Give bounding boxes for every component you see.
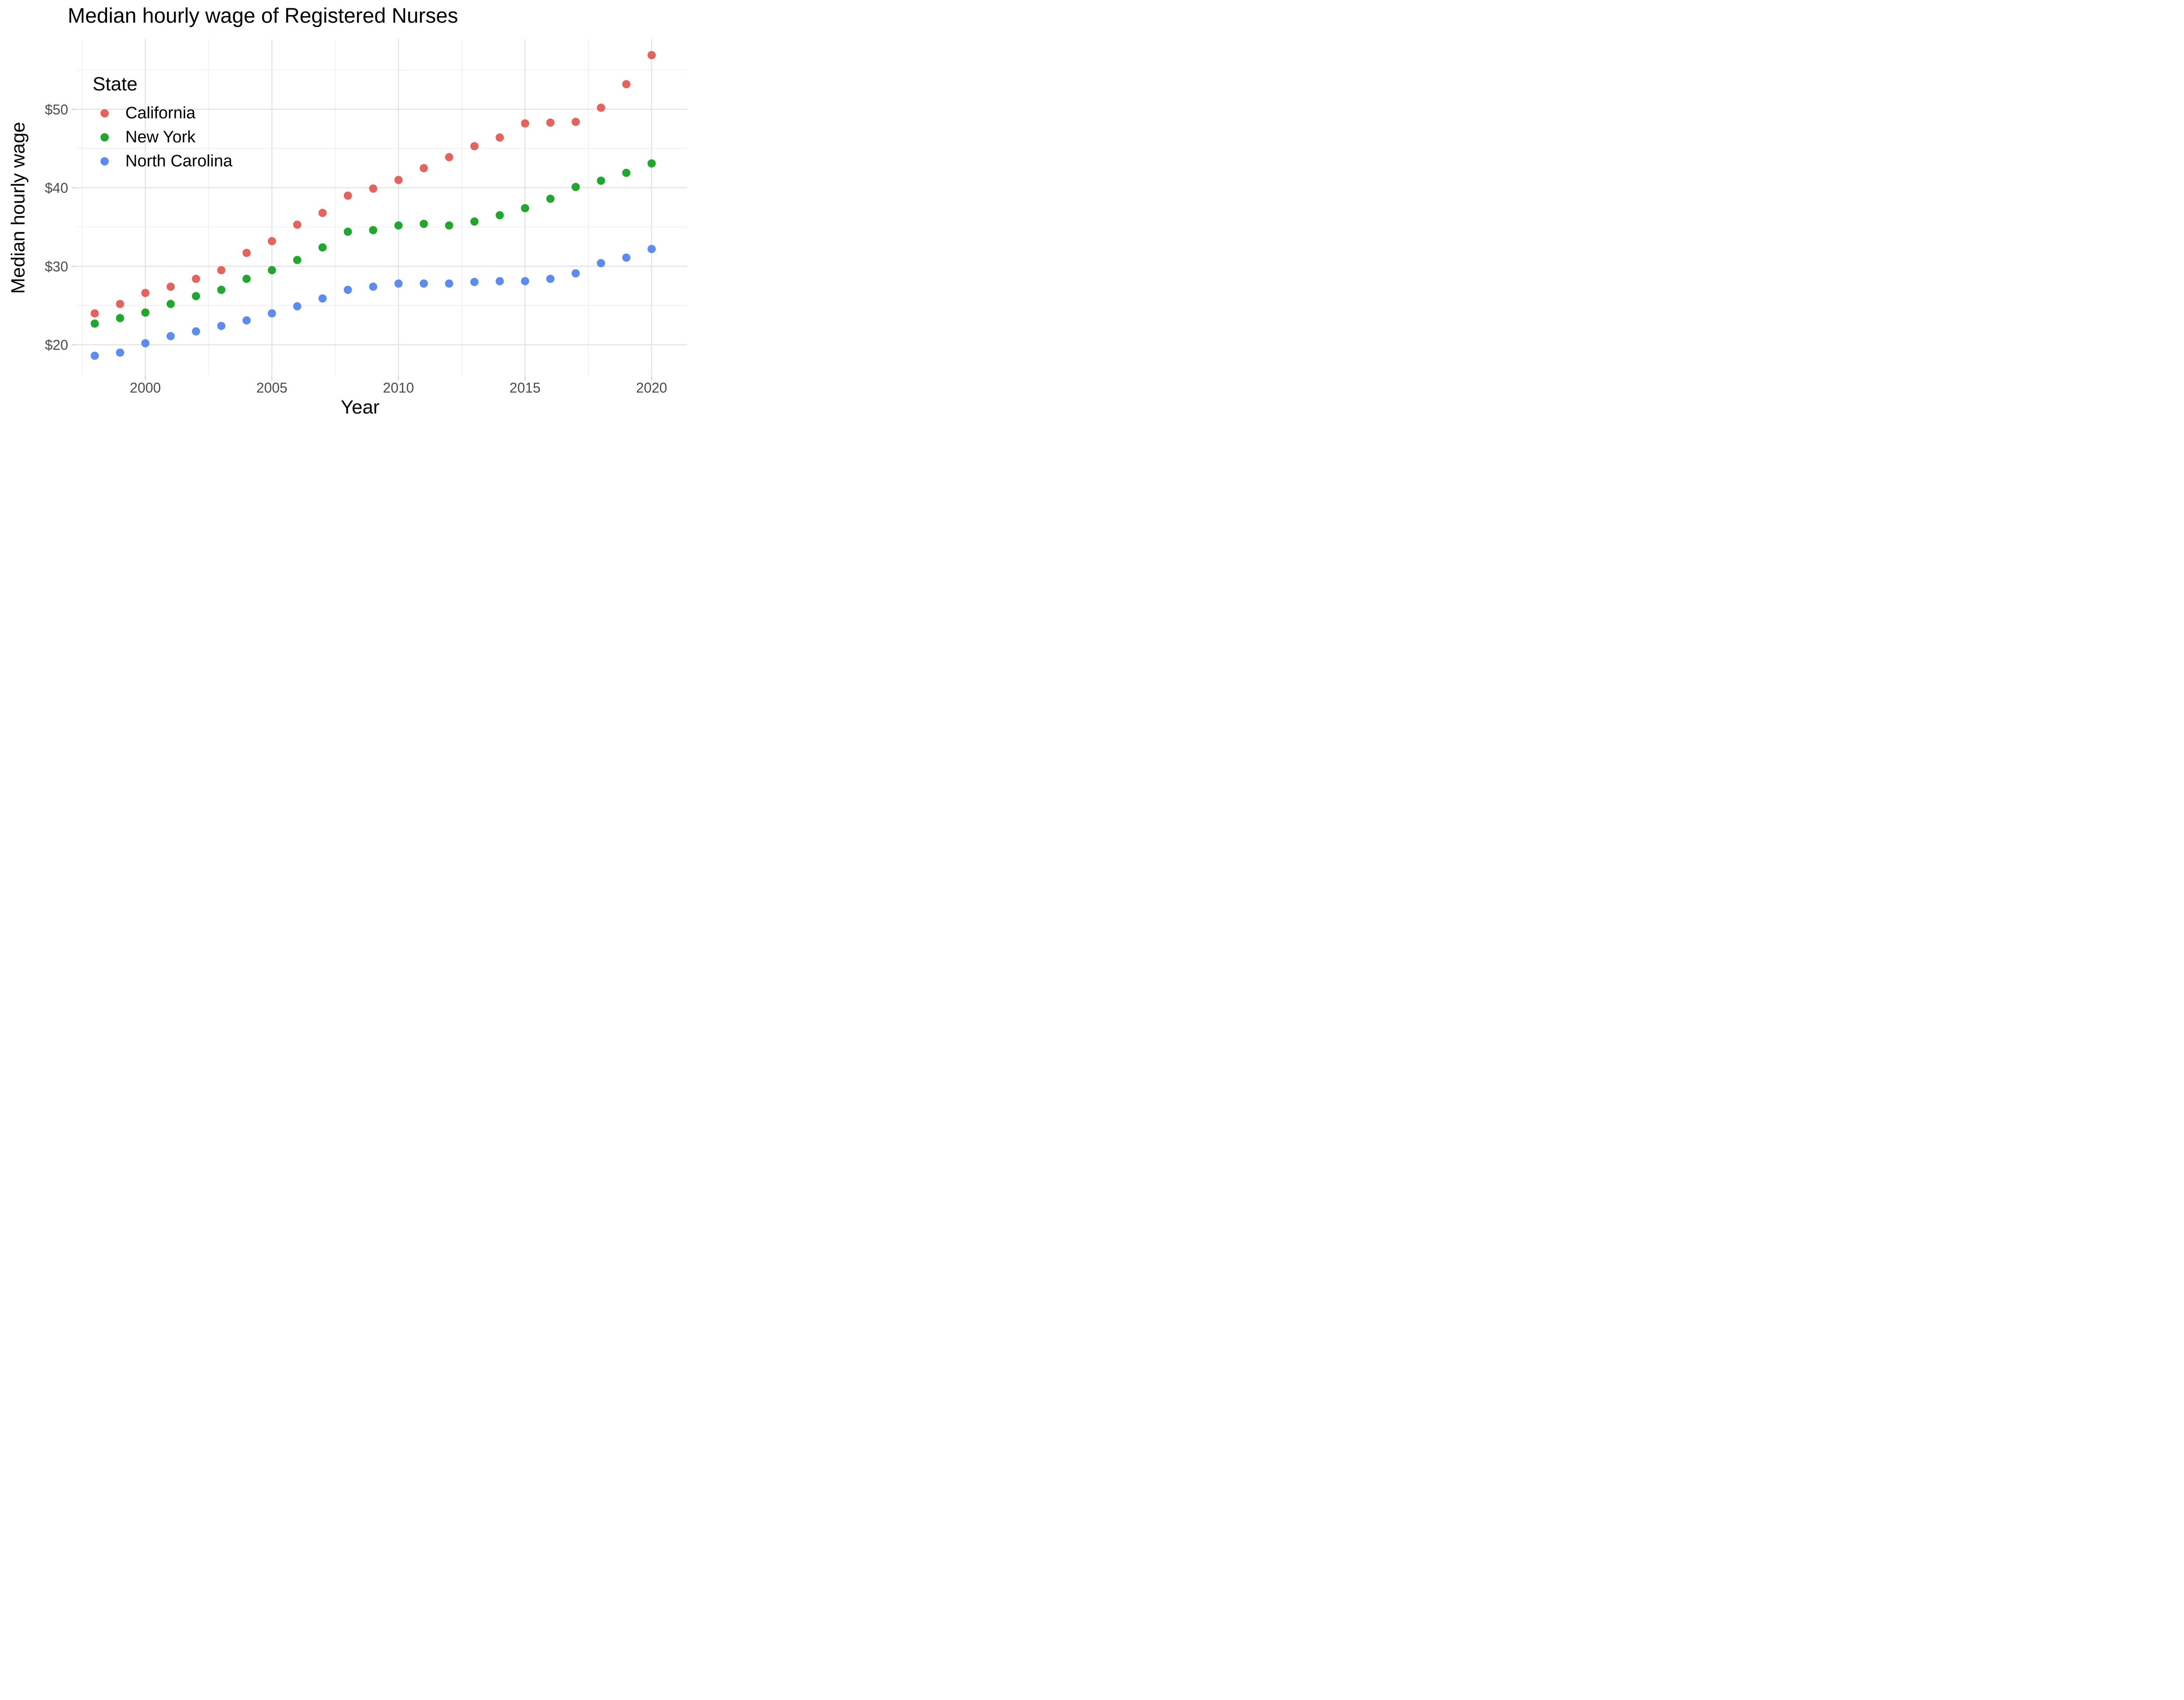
data-point: [597, 259, 605, 267]
data-point: [445, 153, 453, 162]
data-point: [141, 308, 150, 317]
legend-dot-california: [100, 109, 109, 117]
data-point: [166, 283, 175, 291]
data-point: [116, 300, 124, 308]
y-tick-label: $20: [45, 337, 68, 353]
data-point: [647, 51, 656, 59]
data-point: [192, 292, 200, 300]
x-tick-label: 2000: [130, 380, 161, 396]
data-point: [470, 142, 479, 151]
legend-title: State: [93, 73, 138, 95]
legend-label-new-york: New York: [125, 128, 196, 146]
data-point: [647, 245, 656, 253]
data-point: [571, 117, 580, 126]
data-point: [90, 352, 99, 360]
data-point: [166, 300, 175, 308]
data-point: [369, 184, 377, 193]
data-point: [647, 159, 656, 168]
data-point: [622, 169, 631, 177]
data-point: [622, 253, 631, 262]
data-point: [242, 316, 251, 325]
data-point: [318, 294, 327, 303]
data-point: [141, 289, 150, 297]
legend-label-california: California: [125, 104, 196, 122]
data-point: [495, 133, 504, 142]
y-axis-title: Median hourly wage: [7, 122, 29, 294]
data-point: [217, 266, 225, 275]
data-point: [192, 275, 200, 283]
legend-dot-north-carolina: [100, 157, 109, 166]
data-points: [90, 51, 656, 360]
data-point: [521, 119, 529, 128]
legend-label-north-carolina: North Carolina: [125, 152, 232, 170]
data-point: [495, 211, 504, 220]
data-point: [217, 321, 225, 330]
data-point: [293, 255, 301, 264]
data-point: [419, 164, 428, 172]
chart-title: Median hourly wage of Registered Nurses: [68, 4, 458, 28]
data-point: [369, 226, 377, 234]
data-point: [622, 80, 631, 89]
data-point: [546, 118, 555, 127]
chart-figure: $20 $30 $40 $50 2000 2005 2010 2015 2020 Median …: [0, 0, 688, 425]
x-tick-label: 2005: [256, 380, 287, 396]
data-point: [521, 204, 529, 213]
data-point: [242, 248, 251, 257]
data-point: [571, 269, 580, 278]
data-point: [419, 279, 428, 288]
y-tick-label: $30: [45, 259, 68, 274]
legend-item-new-york: New York: [93, 125, 232, 149]
data-point: [293, 302, 301, 310]
data-point: [495, 277, 504, 286]
data-point: [141, 339, 150, 348]
data-point: [597, 176, 605, 185]
data-point: [521, 277, 529, 286]
data-point: [217, 286, 225, 294]
data-point: [268, 266, 276, 275]
data-point: [369, 283, 377, 291]
axis-tick-labels: $20 $30 $40 $50 2000 2005 2010 2015 2020: [45, 102, 667, 396]
legend: State California New York North Carolina: [93, 72, 232, 173]
data-point: [394, 279, 403, 288]
data-point: [90, 319, 99, 328]
data-point: [318, 243, 327, 252]
data-point: [394, 221, 403, 230]
y-tick-label: $50: [45, 102, 68, 117]
legend-dot-new-york: [100, 133, 109, 141]
data-point: [571, 183, 580, 191]
x-tick-label: 2020: [636, 380, 667, 396]
data-point: [445, 279, 453, 288]
data-point: [470, 278, 479, 286]
x-axis-title-text: Year: [341, 397, 380, 418]
data-point: [242, 275, 251, 283]
x-axis-title: Year: [0, 397, 688, 418]
data-point: [546, 275, 555, 283]
data-point: [597, 103, 605, 112]
data-point: [343, 286, 352, 294]
axis-ticks: [72, 109, 652, 380]
data-point: [318, 209, 327, 217]
x-tick-label: 2015: [509, 380, 540, 396]
data-point: [419, 220, 428, 228]
plot-area: $20 $30 $40 $50 2000 2005 2010 2015 2020: [45, 39, 687, 396]
data-point: [394, 176, 403, 184]
data-point: [116, 348, 124, 357]
minor-gridlines: [76, 39, 687, 376]
data-point: [268, 309, 276, 317]
legend-item-california: California: [93, 101, 232, 125]
data-point: [445, 221, 453, 230]
data-point: [192, 327, 200, 336]
data-point: [166, 332, 175, 341]
x-tick-label: 2010: [383, 380, 414, 396]
legend-item-north-carolina: North Carolina: [93, 149, 232, 173]
data-point: [343, 228, 352, 236]
data-point: [343, 191, 352, 200]
data-point: [268, 237, 276, 245]
data-point: [116, 314, 124, 322]
y-tick-label: $40: [45, 180, 68, 196]
data-point: [90, 309, 99, 317]
data-point: [546, 194, 555, 203]
data-point: [470, 217, 479, 226]
data-point: [293, 221, 301, 229]
